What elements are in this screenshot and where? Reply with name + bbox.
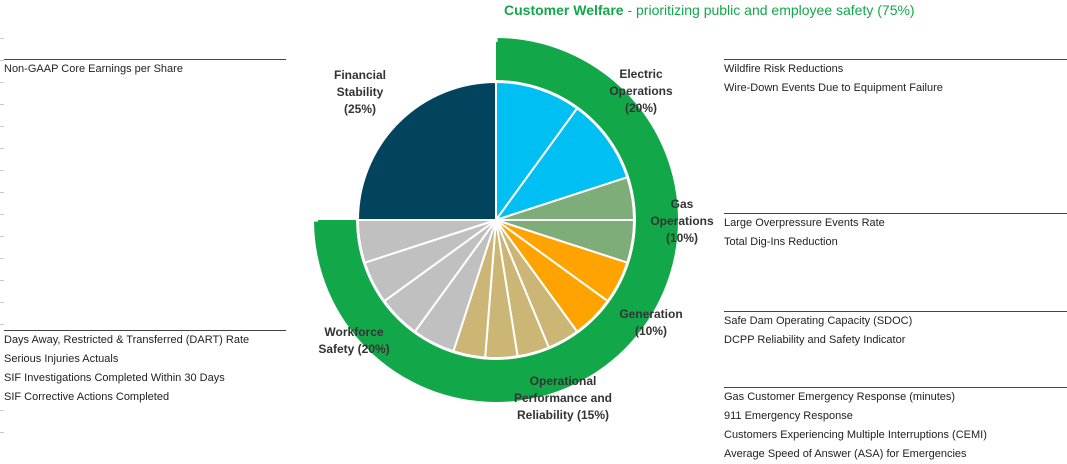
pie-slice-electric-operations [495, 107, 629, 221]
category-label: Gas Operations (10%) [650, 197, 714, 245]
metric-item: Wire-Down Events Due to Equipment Failur… [724, 82, 943, 94]
category-label: Electric Operations (20%) [609, 67, 673, 115]
metric-item: SIF Investigations Completed Within 30 D… [4, 372, 225, 384]
category-label: Operational Performance and Reliability (1… [514, 374, 612, 422]
metric-item: DCPP Reliability and Safety Indicator [724, 334, 906, 346]
chart-title-rest: - prioritizing public and employee safet… [623, 2, 915, 18]
metric-item: Average Speed of Answer (ASA) for Emerge… [724, 448, 967, 460]
metric-item: Large Overpressure Events Rate [724, 217, 885, 229]
metric-item: Total Dig-Ins Reduction [724, 236, 838, 248]
metric-item: Customers Experiencing Multiple Interrup… [724, 429, 987, 441]
pie-slice-electric-operations [495, 81, 579, 221]
metric-item: SIF Corrective Actions Completed [4, 391, 170, 403]
chart-title: Customer Welfare - prioritizing public a… [504, 2, 915, 18]
category-label: Workforce Safety (20%) [318, 325, 389, 356]
pie-slice-financial-stability [357, 81, 497, 221]
metric-item: Wildfire Risk Reductions [724, 63, 844, 75]
divider [4, 330, 286, 331]
metric-group-gas: Large Overpressure Events Rate Total Dig… [724, 213, 1067, 252]
metric-item: Gas Customer Emergency Response (minutes… [724, 391, 956, 403]
metric-item: 911 Emergency Response [724, 410, 853, 422]
metric-group-workforce: Days Away, Restricted & Transferred (DAR… [4, 330, 286, 407]
metric-item: Non-GAAP Core Earnings per Share [4, 63, 183, 75]
category-label: Financial Stability (25%) [334, 68, 386, 116]
metric-group-operational: Gas Customer Emergency Response (minutes… [724, 387, 1067, 464]
divider [724, 387, 1067, 388]
left-margin-ticks [0, 20, 4, 460]
divider [4, 59, 286, 60]
divider [724, 59, 1067, 60]
metric-item: Days Away, Restricted & Transferred (DAR… [4, 334, 250, 346]
metric-group-financial: Non-GAAP Core Earnings per Share [4, 59, 286, 79]
divider [724, 213, 1067, 214]
chart-title-bold: Customer Welfare [504, 2, 624, 18]
metric-item: Safe Dam Operating Capacity (SDOC) [724, 315, 913, 327]
metric-group-generation: Safe Dam Operating Capacity (SDOC) DCPP … [724, 311, 1067, 350]
metric-group-electric: Wildfire Risk Reductions Wire-Down Event… [724, 59, 1067, 98]
category-label: Generation (10%) [619, 307, 682, 338]
metric-item: Serious Injuries Actuals [4, 353, 119, 365]
divider [724, 311, 1067, 312]
